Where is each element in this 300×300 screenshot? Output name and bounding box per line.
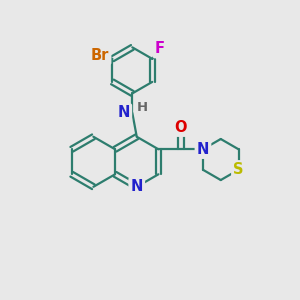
Text: O: O <box>175 120 187 135</box>
Text: H: H <box>137 101 148 114</box>
Text: N: N <box>197 142 209 157</box>
Text: Br: Br <box>91 48 109 63</box>
Text: F: F <box>154 41 165 56</box>
Text: N: N <box>118 106 130 121</box>
Text: S: S <box>233 162 244 177</box>
Text: N: N <box>130 179 143 194</box>
